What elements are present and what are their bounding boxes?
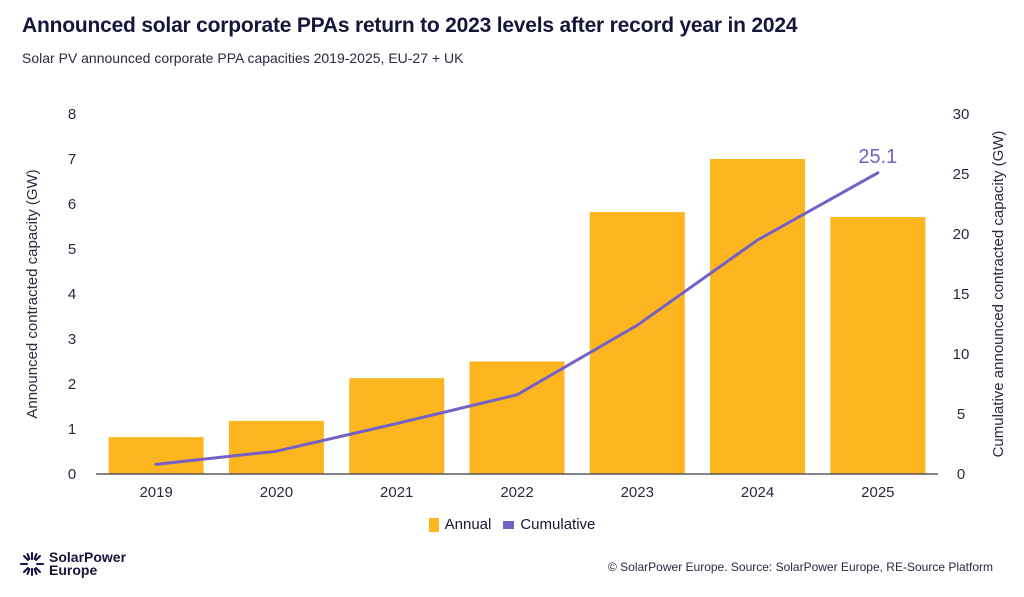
legend-item-cumulative[interactable]: Cumulative xyxy=(503,516,595,533)
x-tick-2022: 2022 xyxy=(500,484,533,501)
x-tick-2021: 2021 xyxy=(380,484,413,501)
bar-annual-2019 xyxy=(108,437,204,474)
y-right-tick-25: 25 xyxy=(953,166,970,183)
y-right-tick-20: 20 xyxy=(953,226,970,243)
x-tick-2019: 2019 xyxy=(139,484,172,501)
cumulative-line xyxy=(154,171,880,466)
bar-annual-2022 xyxy=(469,361,565,474)
y-left-tick-4: 4 xyxy=(68,286,76,303)
logo-text-line1: SolarPower xyxy=(49,549,127,565)
y-right-tick-0: 0 xyxy=(957,466,965,483)
bars-group xyxy=(108,159,926,475)
y-axis-left: 0 1 2 3 4 5 6 7 8 xyxy=(68,106,76,483)
y-left-tick-1: 1 xyxy=(68,421,76,438)
y-left-tick-2: 2 xyxy=(68,376,76,393)
logo-text-line2: Europe xyxy=(49,562,98,578)
y-right-tick-10: 10 xyxy=(953,346,970,363)
y-right-tick-5: 5 xyxy=(957,406,965,423)
chart-title: Announced solar corporate PPAs return to… xyxy=(22,14,798,37)
sun-icon xyxy=(20,552,44,576)
y-axis-right-title: Cumulative announced contracted capacity… xyxy=(990,131,1007,458)
legend-label-annual: Annual xyxy=(444,516,492,533)
y-left-tick-7: 7 xyxy=(68,151,76,168)
x-tick-2024: 2024 xyxy=(741,484,774,501)
solarpower-europe-logo: SolarPower Europe xyxy=(20,549,127,578)
x-tick-2020: 2020 xyxy=(260,484,293,501)
source-note: © SolarPower Europe. Source: SolarPower … xyxy=(607,560,993,574)
y-left-tick-6: 6 xyxy=(68,196,76,213)
legend-item-annual[interactable]: Annual xyxy=(428,516,492,533)
bar-annual-2020 xyxy=(228,420,324,474)
bar-annual-2024 xyxy=(710,159,806,474)
y-axis-right: 0 5 10 15 20 25 30 xyxy=(953,106,970,483)
legend-label-cumulative: Cumulative xyxy=(520,516,596,533)
bar-annual-2021 xyxy=(349,378,445,474)
bar-annual-2025 xyxy=(830,217,926,475)
cumulative-end-label: 25.1 xyxy=(858,146,897,168)
legend-swatch-annual xyxy=(428,517,439,532)
x-axis-ticks: 2019 2020 2021 2022 2023 2024 2025 xyxy=(139,484,894,501)
y-left-tick-8: 8 xyxy=(68,106,76,123)
y-right-tick-15: 15 xyxy=(953,286,970,303)
x-tick-2023: 2023 xyxy=(621,484,654,501)
legend: Annual Cumulative xyxy=(0,516,1024,533)
x-tick-2025: 2025 xyxy=(861,484,894,501)
y-left-tick-3: 3 xyxy=(68,331,76,348)
y-right-tick-30: 30 xyxy=(953,106,970,123)
y-axis-left-title: Announced contracted capacity (GW) xyxy=(24,169,41,418)
legend-swatch-cumulative xyxy=(503,520,515,529)
y-left-tick-5: 5 xyxy=(68,241,76,258)
y-left-tick-0: 0 xyxy=(68,466,76,483)
chart-subtitle: Solar PV announced corporate PPA capacit… xyxy=(22,50,464,66)
